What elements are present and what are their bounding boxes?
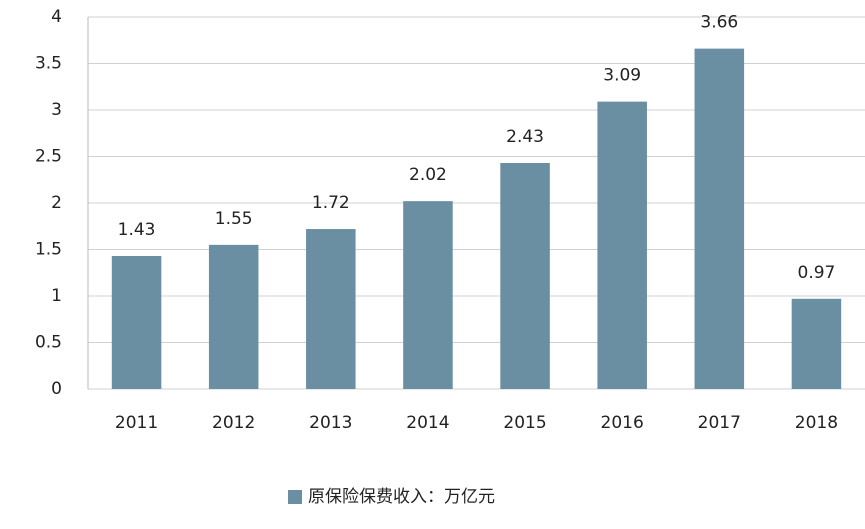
bar	[111, 256, 162, 389]
x-tick-label: 2018	[795, 413, 838, 433]
y-tick-label: 2	[51, 193, 62, 213]
value-label: 1.72	[312, 193, 350, 213]
bar	[694, 48, 745, 390]
value-label: 3.66	[700, 13, 738, 33]
x-tick-label: 2016	[601, 413, 644, 433]
x-tick-label: 2017	[698, 413, 741, 433]
value-label: 2.43	[506, 127, 544, 147]
bar	[306, 229, 356, 389]
legend-swatch	[288, 490, 302, 504]
y-tick-label: 3	[51, 100, 62, 120]
y-tick-label: 2.5	[35, 147, 62, 167]
bar	[500, 163, 550, 389]
value-label: 1.43	[118, 220, 156, 240]
value-label: 0.97	[798, 263, 836, 283]
y-tick-label: 4	[51, 7, 62, 27]
y-tick-label: 1	[51, 286, 62, 306]
bar	[208, 244, 259, 389]
x-tick-label: 2011	[115, 413, 158, 433]
y-tick-label: 1.5	[35, 240, 62, 260]
value-label: 3.09	[603, 66, 641, 86]
x-tick-label: 2014	[406, 413, 449, 433]
legend-label: 原保险保费收入：万亿元	[308, 487, 495, 507]
x-tick-label: 2013	[309, 413, 352, 433]
x-tick-label: 2015	[503, 413, 546, 433]
value-label: 2.02	[409, 165, 447, 185]
bar	[597, 101, 647, 389]
y-tick-label: 0	[51, 379, 62, 399]
value-label: 1.55	[215, 209, 253, 229]
bar	[403, 201, 453, 389]
bar	[791, 298, 842, 389]
y-tick-label: 3.5	[35, 54, 62, 74]
x-tick-label: 2012	[212, 413, 255, 433]
y-tick-label: 0.5	[35, 333, 62, 353]
